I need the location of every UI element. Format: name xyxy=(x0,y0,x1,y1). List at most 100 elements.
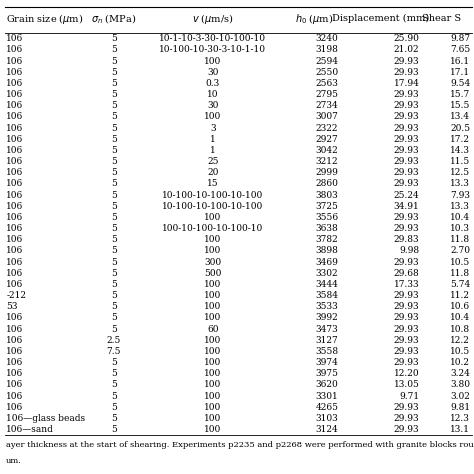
Text: 12.20: 12.20 xyxy=(394,369,419,378)
Text: 7.93: 7.93 xyxy=(450,191,470,200)
Text: 5: 5 xyxy=(111,392,117,401)
Text: 0.3: 0.3 xyxy=(206,79,220,88)
Text: 7.5: 7.5 xyxy=(107,347,121,356)
Text: 3124: 3124 xyxy=(316,425,338,434)
Text: 10.5: 10.5 xyxy=(450,347,470,356)
Text: 11.8: 11.8 xyxy=(450,235,470,244)
Text: 2.5: 2.5 xyxy=(107,336,121,345)
Text: 106: 106 xyxy=(6,135,23,144)
Text: 9.54: 9.54 xyxy=(450,79,470,88)
Text: 5: 5 xyxy=(111,112,117,121)
Text: 106: 106 xyxy=(6,403,23,412)
Text: 3803: 3803 xyxy=(316,191,338,200)
Text: 17.1: 17.1 xyxy=(450,68,470,77)
Text: -212: -212 xyxy=(6,291,26,300)
Text: 3127: 3127 xyxy=(316,336,338,345)
Text: 30: 30 xyxy=(207,68,219,77)
Text: 3975: 3975 xyxy=(315,369,338,378)
Text: 106: 106 xyxy=(6,191,23,200)
Text: 5: 5 xyxy=(111,168,117,177)
Text: 29.93: 29.93 xyxy=(394,358,419,367)
Text: 5: 5 xyxy=(111,403,117,412)
Text: 3725: 3725 xyxy=(315,202,338,211)
Text: 3533: 3533 xyxy=(316,302,338,311)
Text: 5: 5 xyxy=(111,269,117,278)
Text: 29.83: 29.83 xyxy=(394,235,419,244)
Text: 25: 25 xyxy=(207,157,219,166)
Text: 15: 15 xyxy=(207,179,219,188)
Text: 2322: 2322 xyxy=(316,124,338,133)
Text: 3042: 3042 xyxy=(316,146,338,155)
Text: 106: 106 xyxy=(6,112,23,121)
Text: 5: 5 xyxy=(111,246,117,255)
Text: 5: 5 xyxy=(111,291,117,300)
Text: 106: 106 xyxy=(6,213,23,222)
Text: 29.93: 29.93 xyxy=(394,146,419,155)
Text: 21.02: 21.02 xyxy=(394,46,419,55)
Text: 29.93: 29.93 xyxy=(394,257,419,266)
Text: 5: 5 xyxy=(111,313,117,322)
Text: 29.93: 29.93 xyxy=(394,224,419,233)
Text: 3301: 3301 xyxy=(316,392,338,401)
Text: 10.6: 10.6 xyxy=(450,302,470,311)
Text: 29.93: 29.93 xyxy=(394,179,419,188)
Text: 106: 106 xyxy=(6,280,23,289)
Text: 106: 106 xyxy=(6,347,23,356)
Text: 106: 106 xyxy=(6,369,23,378)
Text: 3.80: 3.80 xyxy=(450,380,470,389)
Text: 5: 5 xyxy=(111,56,117,65)
Text: 10.2: 10.2 xyxy=(450,358,470,367)
Text: 9.81: 9.81 xyxy=(450,403,470,412)
Text: 3782: 3782 xyxy=(316,235,338,244)
Text: 5: 5 xyxy=(111,425,117,434)
Text: 10.8: 10.8 xyxy=(450,325,470,334)
Text: 5: 5 xyxy=(111,90,117,99)
Text: 10.5: 10.5 xyxy=(450,257,470,266)
Text: 2860: 2860 xyxy=(315,179,338,188)
Text: 100: 100 xyxy=(204,313,221,322)
Text: 29.93: 29.93 xyxy=(394,414,419,423)
Text: 100: 100 xyxy=(204,246,221,255)
Text: 29.93: 29.93 xyxy=(394,347,419,356)
Text: 13.4: 13.4 xyxy=(450,112,470,121)
Text: 106: 106 xyxy=(6,336,23,345)
Text: 5: 5 xyxy=(111,213,117,222)
Text: 29.93: 29.93 xyxy=(394,68,419,77)
Text: 106: 106 xyxy=(6,168,23,177)
Text: 25.24: 25.24 xyxy=(394,191,419,200)
Text: 10: 10 xyxy=(207,90,219,99)
Text: 106—glass beads: 106—glass beads xyxy=(6,414,85,423)
Text: 9.71: 9.71 xyxy=(399,392,419,401)
Text: 12.5: 12.5 xyxy=(450,168,470,177)
Text: 29.93: 29.93 xyxy=(394,56,419,65)
Text: 20.5: 20.5 xyxy=(450,124,470,133)
Text: 3638: 3638 xyxy=(316,224,338,233)
Text: 3240: 3240 xyxy=(316,34,338,43)
Text: 2795: 2795 xyxy=(315,90,338,99)
Text: 106: 106 xyxy=(6,56,23,65)
Text: 13.05: 13.05 xyxy=(393,380,419,389)
Text: 106: 106 xyxy=(6,101,23,110)
Text: 15.5: 15.5 xyxy=(450,101,470,110)
Text: 106: 106 xyxy=(6,224,23,233)
Text: 3.02: 3.02 xyxy=(450,392,470,401)
Text: 3620: 3620 xyxy=(316,380,338,389)
Text: 9.87: 9.87 xyxy=(450,34,470,43)
Text: 29.93: 29.93 xyxy=(394,168,419,177)
Text: 3198: 3198 xyxy=(315,46,338,55)
Text: 3473: 3473 xyxy=(316,325,338,334)
Text: 53: 53 xyxy=(6,302,18,311)
Text: 29.93: 29.93 xyxy=(394,124,419,133)
Text: 30: 30 xyxy=(207,101,219,110)
Text: 15.7: 15.7 xyxy=(450,90,470,99)
Text: 5: 5 xyxy=(111,280,117,289)
Text: 2999: 2999 xyxy=(315,168,338,177)
Text: 100: 100 xyxy=(204,392,221,401)
Text: 100: 100 xyxy=(204,380,221,389)
Text: 13.3: 13.3 xyxy=(450,202,470,211)
Text: 100-10-100-10-100-10: 100-10-100-10-100-10 xyxy=(162,224,264,233)
Text: 106: 106 xyxy=(6,392,23,401)
Text: 5: 5 xyxy=(111,257,117,266)
Text: 106: 106 xyxy=(6,90,23,99)
Text: 5: 5 xyxy=(111,79,117,88)
